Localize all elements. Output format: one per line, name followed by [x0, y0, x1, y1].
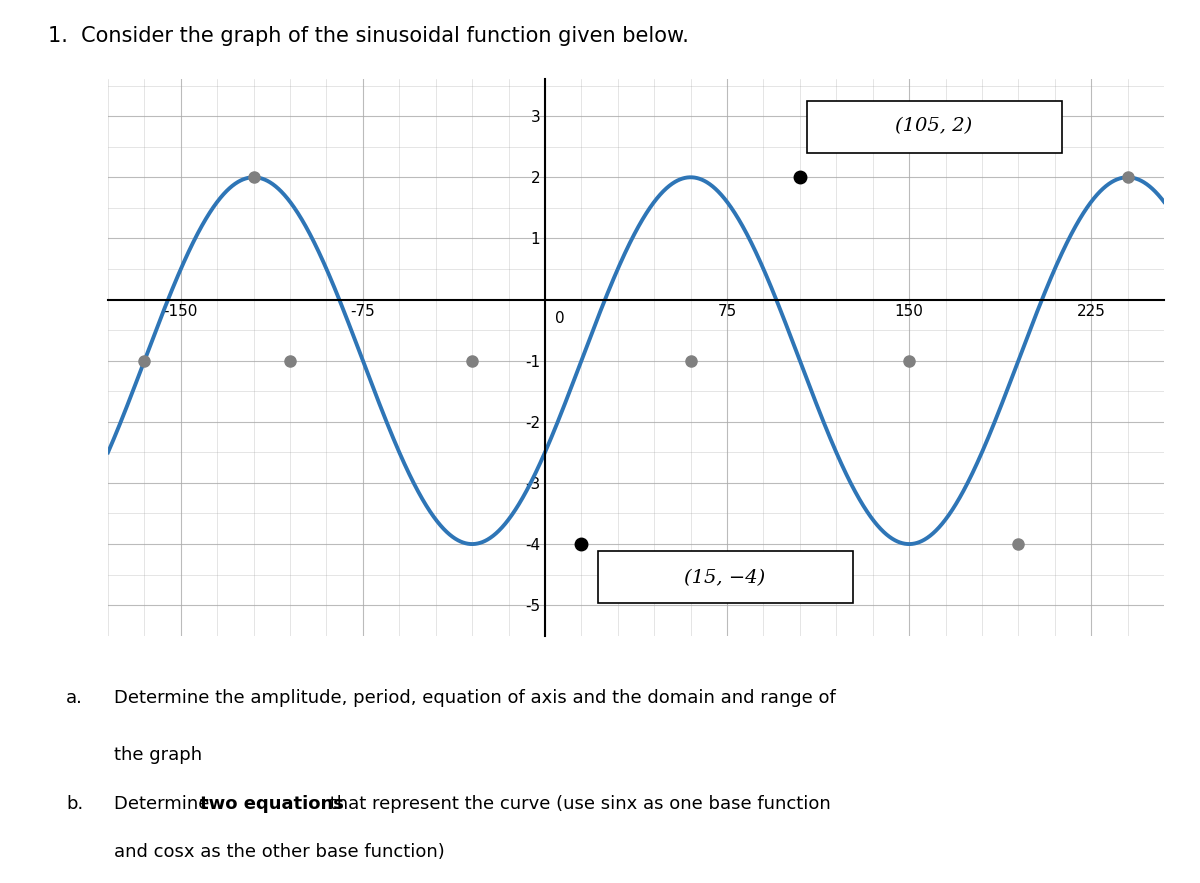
FancyBboxPatch shape [808, 101, 1062, 153]
Text: that represent the curve (use sinx as one base function: that represent the curve (use sinx as on… [324, 795, 830, 812]
Text: a.: a. [66, 689, 83, 706]
Text: (105, 2): (105, 2) [895, 117, 972, 136]
FancyBboxPatch shape [599, 551, 853, 603]
Text: two equations: two equations [200, 795, 344, 812]
Text: (15, −4): (15, −4) [684, 569, 766, 586]
Text: and cosx as the other base function): and cosx as the other base function) [114, 843, 445, 861]
Text: the graph: the graph [114, 746, 202, 764]
Text: 0: 0 [554, 311, 564, 326]
Text: Determine: Determine [114, 795, 215, 812]
Text: 1.  Consider the graph of the sinusoidal function given below.: 1. Consider the graph of the sinusoidal … [48, 26, 689, 47]
Text: Determine the amplitude, period, equation of axis and the domain and range of: Determine the amplitude, period, equatio… [114, 689, 835, 706]
Text: b.: b. [66, 795, 83, 812]
